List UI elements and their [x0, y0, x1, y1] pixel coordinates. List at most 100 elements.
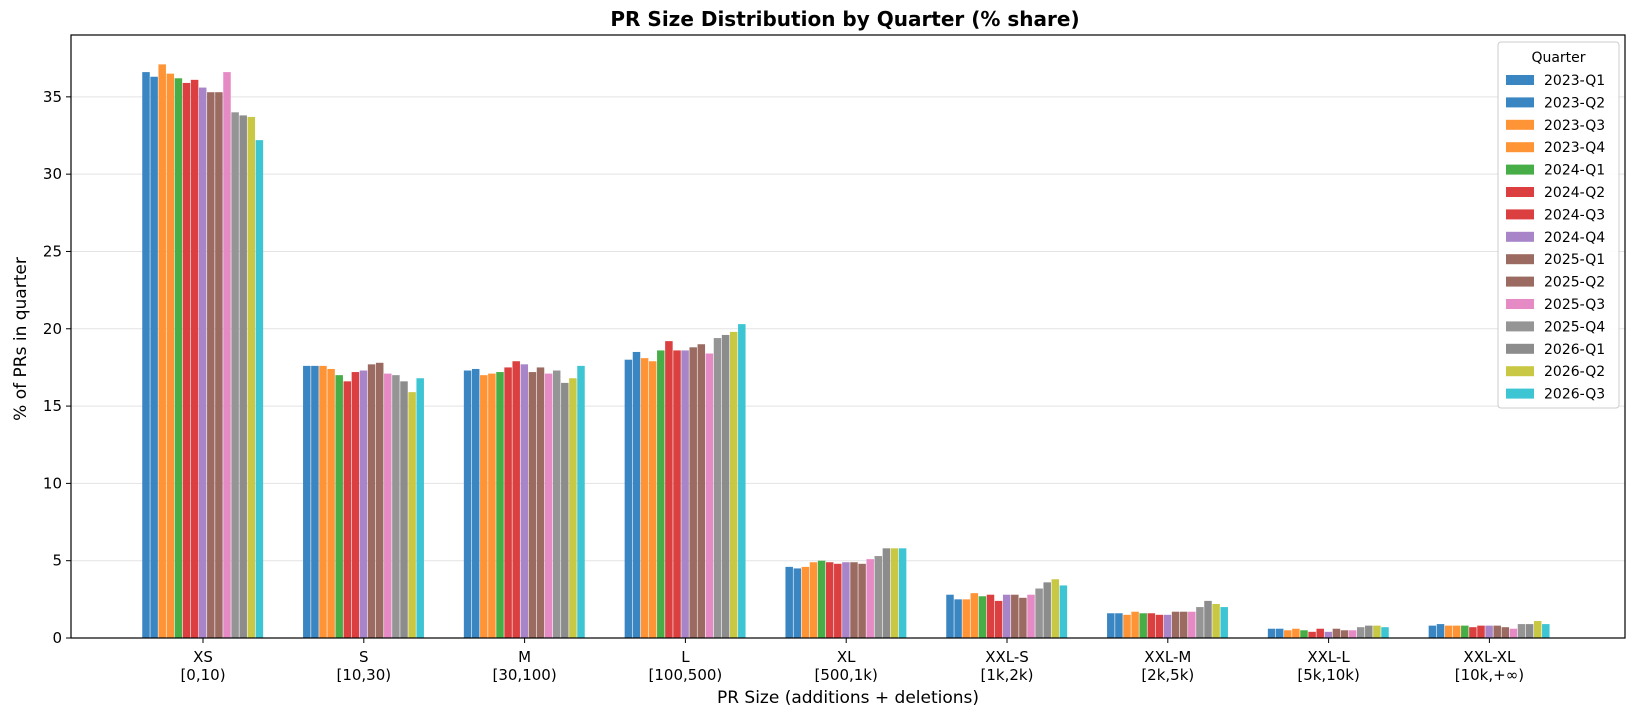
- bar-xxl-s-2025-q3: [1027, 594, 1035, 638]
- y-tick-label: 35: [43, 88, 62, 106]
- legend-swatch: [1506, 209, 1534, 220]
- bar-xxl-s-2023-q1: [946, 594, 954, 638]
- legend-swatch: [1506, 321, 1534, 332]
- bar-s-2023-q4: [327, 368, 335, 638]
- legend-item-label: 2025-Q3: [1544, 297, 1605, 313]
- x-tick-label: XL: [837, 648, 856, 666]
- bar-l-2024-q4: [681, 350, 689, 638]
- bar-xxl-xl-2026-q2: [1533, 620, 1542, 638]
- x-tick-label: L: [681, 648, 690, 666]
- x-tick-range-label: [1k,2k): [981, 666, 1034, 684]
- bar-s-2024-q2: [343, 381, 352, 638]
- bar-m-2025-q4: [552, 370, 561, 638]
- bar-m-2025-q1: [528, 372, 537, 638]
- bar-s-2025-q2: [375, 362, 384, 638]
- legend-item-label: 2025-Q2: [1544, 275, 1605, 291]
- bar-xs-2024-q1: [174, 78, 183, 639]
- bar-xxl-m-2023-q2: [1115, 613, 1123, 638]
- legend-box: [1497, 41, 1620, 409]
- bar-xxl-m-2025-q1: [1171, 611, 1180, 638]
- bar-xxl-l-2026-q2: [1373, 625, 1381, 638]
- bar-l-2025-q1: [689, 347, 697, 638]
- bar-s-2024-q3: [351, 372, 360, 638]
- bar-xxl-s-2023-q4: [970, 593, 979, 638]
- bar-m-2023-q1: [463, 370, 472, 638]
- legend-title: Quarter: [1531, 50, 1585, 66]
- y-axis-label: % of PRs in quarter: [11, 257, 31, 421]
- bar-s-2026-q1: [400, 381, 408, 638]
- bar-xxl-xl-2024-q4: [1485, 625, 1493, 638]
- legend-swatch: [1506, 388, 1534, 399]
- bar-xs-2024-q3: [190, 79, 199, 639]
- bar-l-2026-q1: [721, 334, 730, 638]
- bar-xl-2024-q2: [825, 562, 834, 638]
- bar-l-2026-q3: [738, 324, 746, 638]
- bar-xl-2024-q3: [834, 563, 842, 638]
- bar-xxl-m-2025-q4: [1196, 607, 1204, 638]
- bar-l-2024-q1: [657, 350, 665, 638]
- bar-xxl-l-2026-q3: [1381, 627, 1389, 638]
- bar-xxl-m-2026-q1: [1204, 600, 1212, 638]
- bar-l-2024-q2: [665, 341, 673, 638]
- y-tick-label: 0: [52, 629, 62, 647]
- bar-xl-2026-q3: [898, 548, 907, 638]
- legend-swatch: [1506, 75, 1534, 85]
- legend-swatch: [1506, 343, 1534, 354]
- bar-l-2025-q3: [705, 353, 714, 638]
- bar-s-2025-q4: [392, 375, 400, 638]
- bar-xxl-l-2025-q4: [1356, 627, 1365, 638]
- bar-xxl-s-2025-q1: [1011, 594, 1019, 638]
- y-tick-label: 30: [43, 165, 62, 183]
- bar-m-2024-q2: [504, 367, 512, 638]
- bar-xxl-xl-2025-q4: [1517, 624, 1526, 638]
- bar-m-2026-q3: [577, 365, 585, 638]
- bar-xs-2023-q3: [158, 64, 166, 638]
- x-tick-label: XS: [193, 648, 213, 666]
- bar-xxl-l-2024-q2: [1308, 631, 1316, 638]
- bar-xxl-l-2024-q1: [1300, 630, 1308, 638]
- bar-xxl-s-2024-q1: [978, 596, 987, 638]
- bar-m-2025-q2: [536, 367, 545, 638]
- legend-swatch: [1506, 254, 1534, 265]
- x-tick-label: M: [518, 648, 531, 666]
- bar-s-2025-q1: [367, 364, 376, 638]
- bar-s-2023-q3: [319, 365, 327, 638]
- bar-m-2024-q1: [496, 372, 504, 638]
- bar-l-2025-q4: [713, 338, 722, 638]
- bar-xxl-l-2024-q3: [1316, 628, 1324, 638]
- bar-xxl-m-2024-q2: [1147, 613, 1156, 638]
- legend-item-label: 2026-Q2: [1544, 364, 1605, 380]
- bar-xs-2026-q2: [247, 116, 256, 638]
- bar-xxl-m-2023-q3: [1123, 614, 1131, 638]
- bar-xxl-s-2023-q3: [962, 599, 970, 638]
- bar-xl-2023-q4: [809, 562, 818, 638]
- x-axis-label: PR Size (additions + deletions): [717, 688, 979, 708]
- bar-xxl-s-2025-q2: [1019, 597, 1027, 638]
- legend-swatch: [1506, 187, 1534, 197]
- y-axis: 0 5 10 15 20 25 30 35: [43, 88, 71, 647]
- bar-xxl-xl-2023-q1: [1428, 625, 1437, 638]
- bar-xxl-m-2024-q3: [1155, 614, 1164, 638]
- legend-item-label: 2025-Q1: [1544, 252, 1605, 268]
- y-tick-label: 25: [43, 242, 62, 260]
- bar-xs-2024-q2: [182, 82, 191, 638]
- bar-m-2026-q1: [561, 382, 569, 638]
- bar-xxl-m-2024-q1: [1139, 613, 1147, 638]
- bar-xxl-xl-2025-q2: [1501, 627, 1510, 638]
- bar-xs-2024-q4: [198, 87, 207, 639]
- x-tick-range-label: [30,100): [492, 666, 556, 684]
- bar-m-2023-q2: [471, 368, 480, 638]
- x-tick-range-label: [2k,5k): [1141, 666, 1194, 684]
- bar-xxl-s-2024-q2: [986, 594, 995, 638]
- bar-xs-2023-q2: [150, 76, 158, 638]
- legend-swatch: [1506, 97, 1534, 108]
- bar-xxl-l-2025-q3: [1348, 630, 1357, 638]
- bar-xxl-s-2023-q2: [954, 599, 962, 638]
- bar-m-2023-q3: [480, 375, 488, 638]
- y-tick-label: 15: [43, 397, 62, 415]
- bar-xxl-m-2025-q2: [1179, 611, 1188, 638]
- x-tick-label: S: [359, 648, 369, 666]
- bar-l-2023-q4: [648, 361, 657, 638]
- bar-xs-2025-q1: [207, 92, 215, 638]
